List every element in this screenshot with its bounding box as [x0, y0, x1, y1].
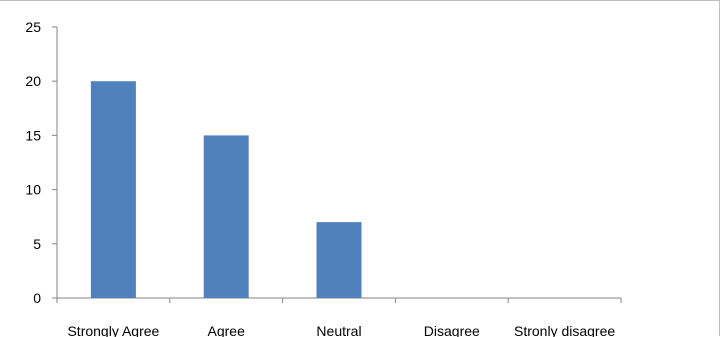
y-tick-label: 20: [25, 73, 41, 89]
y-tick-label: 15: [25, 127, 41, 143]
category-labels: Strongly Agree Agree Neutral Disagree Stronl…: [67, 323, 615, 337]
category-label: Strongly Agree: [67, 323, 159, 337]
bar: [316, 222, 362, 298]
x-axis: [56, 297, 622, 303]
category-label: Stronly disagree: [514, 323, 615, 337]
category-label: Neutral: [316, 323, 361, 337]
bars: [90, 81, 362, 298]
bar: [203, 135, 249, 298]
y-tick-label: 25: [25, 19, 41, 35]
y-tick-label: 5: [33, 236, 41, 252]
y-axis: 0 5 10 15 20 25: [25, 19, 58, 306]
y-tick-label: 0: [33, 290, 41, 306]
y-tick-label: 10: [25, 182, 41, 198]
bar: [90, 81, 136, 298]
category-label: Agree: [208, 323, 246, 337]
category-label: Disagree: [424, 323, 480, 337]
